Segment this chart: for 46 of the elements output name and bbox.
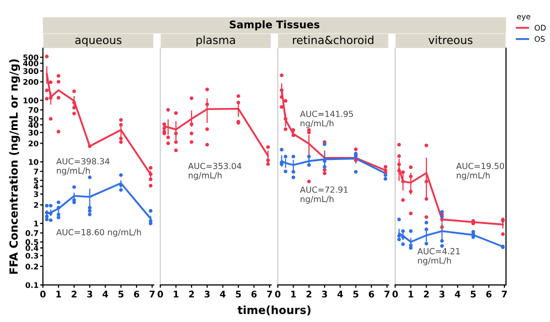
x-tick-label: 6	[486, 290, 492, 298]
x-tick-label: 3	[439, 290, 444, 298]
x-tick-label: 3	[204, 290, 210, 298]
x-tick-label: 7	[384, 290, 390, 298]
y-axis-title: FFA Concentration (ng/mL or ng/g)	[9, 59, 20, 274]
x-tick-label: 2	[189, 290, 194, 298]
x-tick-label: 4	[454, 290, 460, 298]
x-tick-label: 0	[392, 290, 398, 298]
x-tick-label: 7	[502, 290, 507, 298]
x-tick-label: 4	[102, 290, 108, 298]
x-tick-label: 5	[118, 290, 124, 298]
x-tick-label: 5	[236, 290, 241, 298]
x-tick-label: 2	[424, 290, 429, 298]
chart-title: retina&choroid	[293, 36, 374, 44]
x-tick-label: 7	[267, 290, 272, 298]
annotation: AUC=353.04 ng/mL/h	[188, 162, 242, 180]
annotation: AUC=18.60 ng/mL/h	[56, 228, 141, 237]
chart-title: vitreous	[428, 36, 472, 44]
chart-subtitle: Sample Tissues	[230, 20, 320, 30]
x-tick-label: 4	[220, 290, 226, 298]
x-tick-label: 0	[158, 290, 164, 298]
chart-title: plasma	[196, 36, 235, 46]
x-tick-label: 5	[353, 290, 358, 298]
x-tick-label: 2	[72, 290, 76, 298]
x-tick-label: 6	[134, 290, 140, 298]
x-tick-label: 6	[368, 290, 374, 298]
x-tick-label: 7	[150, 290, 155, 298]
chart-title: aqueous	[75, 38, 122, 46]
x-tick-label: 0	[275, 290, 280, 298]
annotation: AUC=4.21 ng/mL/h	[417, 248, 460, 266]
annotation: AUC=19.50 ng/mL/h	[456, 162, 504, 180]
x-tick-label: 1	[56, 290, 62, 298]
x-tick-label: 6	[251, 290, 257, 298]
x-tick-label: 1	[408, 290, 414, 298]
x-tick-label: 3	[87, 290, 92, 298]
x-tick-label: 4	[337, 290, 343, 298]
x-axis-title: time(hours)	[238, 306, 310, 316]
x-tick-label: 2	[306, 290, 312, 298]
x-tick-label: 1	[291, 290, 296, 298]
annotation: AUC=398.34 ng/mL/h	[56, 158, 110, 176]
x-tick-label: 5	[470, 290, 476, 298]
x-tick-label: 1	[174, 290, 178, 298]
x-tick-label: 0	[40, 290, 46, 298]
annotation: AUC=72.91 ng/mL/h	[300, 186, 348, 204]
annotation: AUC=141.95 ng/mL/h	[300, 110, 353, 128]
x-tick-label: 3	[322, 290, 327, 298]
